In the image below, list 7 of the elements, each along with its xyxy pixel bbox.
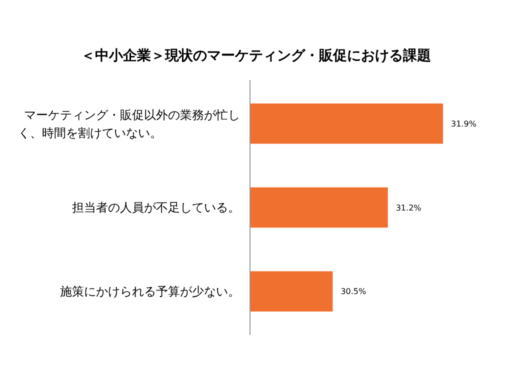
y-tick-label: 施策にかけられる予算が少ない。 xyxy=(60,284,240,299)
chart-title: ＜中小企業＞現状のマーケティング・販促における課題 xyxy=(81,47,431,64)
y-tick-label: マーケティング・販促以外の業務が忙しく、時間を割けていない。 xyxy=(18,108,240,140)
data-label: 31.2% xyxy=(396,203,422,212)
data-label: 31.9% xyxy=(451,119,477,128)
y-tick-label: 担当者の人員が不足している。 xyxy=(72,200,240,215)
data-label: 30.5% xyxy=(340,287,367,296)
